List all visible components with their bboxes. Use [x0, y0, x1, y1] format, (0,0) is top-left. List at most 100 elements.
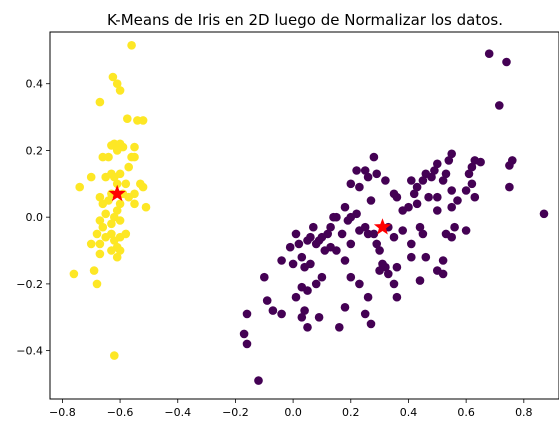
data-point-cluster-0 — [378, 259, 387, 269]
data-point-cluster-0 — [337, 229, 347, 239]
data-point-cluster-1 — [75, 182, 84, 192]
data-point-cluster-1 — [98, 152, 108, 162]
data-point-cluster-1 — [108, 72, 118, 82]
y-tick-label: 0.4 — [26, 78, 44, 91]
data-point-cluster-0 — [412, 199, 422, 209]
data-point-cluster-0 — [291, 229, 301, 239]
data-point-cluster-0 — [360, 309, 370, 319]
data-point-cluster-0 — [242, 339, 252, 349]
data-point-cluster-1 — [89, 266, 99, 275]
data-point-cluster-0 — [433, 159, 442, 169]
data-point-cluster-1 — [101, 232, 110, 242]
data-point-cluster-1 — [95, 239, 105, 249]
data-point-cluster-0 — [444, 156, 454, 165]
data-point-cluster-0 — [242, 309, 252, 319]
data-point-cluster-0 — [309, 222, 318, 232]
data-point-cluster-0 — [303, 236, 312, 245]
data-point-cluster-1 — [123, 114, 132, 123]
x-tick-label: 0.8 — [515, 406, 533, 419]
data-point-cluster-0 — [329, 212, 338, 222]
data-point-cluster-0 — [277, 256, 286, 265]
data-point-cluster-0 — [461, 226, 471, 235]
x-tick-label: −0.8 — [49, 406, 76, 419]
data-point-cluster-0 — [297, 282, 307, 292]
data-point-cluster-0 — [239, 329, 249, 339]
data-point-cluster-0 — [398, 206, 408, 215]
data-point-cluster-0 — [447, 149, 457, 159]
x-tick-label: 0.6 — [457, 406, 475, 419]
data-point-cluster-1 — [92, 229, 102, 239]
data-point-cluster-0 — [294, 239, 304, 249]
data-point-cluster-0 — [346, 179, 356, 189]
x-axis: −0.8 −0.6 −0.4 −0.2 0.0 0.2 0.4 0.6 0.8 — [49, 399, 533, 419]
data-point-cluster-0 — [366, 319, 376, 329]
data-point-cluster-0 — [467, 162, 477, 172]
data-point-cluster-1 — [112, 252, 122, 262]
data-point-cluster-0 — [505, 182, 514, 192]
data-point-cluster-0 — [398, 226, 408, 235]
data-point-cluster-0 — [372, 169, 382, 179]
data-point-cluster-0 — [254, 376, 263, 385]
data-point-cluster-1 — [86, 172, 96, 182]
x-tick-label: −0.4 — [164, 406, 191, 419]
data-point-cluster-1 — [101, 209, 110, 219]
data-point-cluster-1 — [98, 199, 108, 209]
data-point-cluster-0 — [433, 206, 442, 215]
data-point-cluster-0 — [407, 252, 416, 262]
data-point-cluster-1 — [112, 206, 122, 215]
data-point-cluster-0 — [447, 232, 457, 242]
data-point-cluster-1 — [124, 162, 133, 172]
data-point-cluster-0 — [355, 279, 364, 289]
data-point-cluster-0 — [467, 179, 477, 189]
data-point-cluster-0 — [476, 157, 485, 167]
data-point-cluster-0 — [484, 49, 494, 58]
data-point-cluster-0 — [291, 292, 301, 302]
data-point-cluster-1 — [115, 216, 125, 225]
data-point-cluster-1 — [110, 351, 119, 360]
data-point-cluster-0 — [375, 266, 384, 275]
data-point-cluster-1 — [95, 97, 105, 107]
data-point-cluster-0 — [340, 202, 350, 212]
data-point-cluster-0 — [389, 279, 399, 289]
data-point-cluster-0 — [355, 182, 364, 192]
data-point-cluster-0 — [306, 259, 315, 269]
y-tick-label: 0.0 — [26, 211, 44, 224]
data-point-cluster-0 — [461, 186, 471, 195]
data-point-cluster-0 — [447, 186, 457, 195]
data-point-cluster-0 — [421, 252, 431, 262]
data-point-cluster-0 — [340, 256, 350, 265]
data-point-cluster-0 — [366, 196, 376, 205]
data-point-cluster-0 — [389, 189, 399, 199]
data-point-cluster-0 — [441, 169, 451, 179]
centroid-star-cluster-1 — [108, 184, 126, 202]
data-point-cluster-0 — [343, 216, 353, 225]
centroid-star-cluster-0 — [373, 218, 392, 235]
x-tick-label: 0.0 — [284, 406, 302, 419]
y-tick-label: 0.2 — [26, 144, 44, 157]
x-tick-label: −0.2 — [222, 406, 249, 419]
data-point-cluster-0 — [438, 176, 448, 185]
data-point-cluster-1 — [115, 246, 125, 255]
data-point-cluster-0 — [495, 101, 504, 110]
data-point-cluster-1 — [95, 249, 105, 259]
data-point-cluster-1 — [95, 192, 105, 202]
data-point-cluster-0 — [418, 176, 428, 185]
x-tick-label: 0.2 — [342, 406, 360, 419]
data-point-cluster-1 — [95, 216, 105, 225]
points-layer — [69, 41, 549, 385]
data-point-cluster-1 — [115, 86, 125, 95]
data-point-cluster-0 — [360, 166, 370, 175]
data-point-cluster-0 — [346, 239, 356, 249]
data-point-cluster-0 — [300, 306, 309, 315]
data-point-cluster-0 — [381, 176, 390, 185]
data-point-cluster-0 — [450, 222, 459, 232]
data-point-cluster-1 — [121, 179, 131, 189]
x-tick-label: −0.6 — [107, 406, 134, 419]
data-point-cluster-0 — [453, 196, 462, 205]
data-point-cluster-0 — [392, 262, 402, 272]
data-point-cluster-0 — [433, 192, 442, 202]
data-point-cluster-0 — [311, 279, 321, 289]
plot-frame — [49, 31, 559, 400]
data-point-cluster-0 — [303, 323, 312, 332]
data-point-cluster-0 — [384, 269, 393, 279]
